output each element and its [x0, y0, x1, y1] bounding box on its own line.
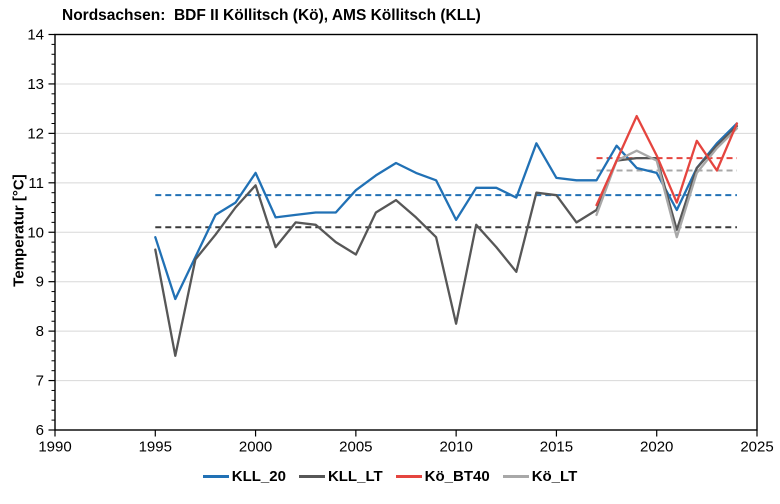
x-tick-label: 2005	[339, 439, 372, 456]
x-tick-label: 2020	[640, 439, 673, 456]
legend-item-koe-bt40[interactable]: Kö_BT40	[395, 468, 490, 485]
legend-swatch-kll-lt	[298, 475, 325, 478]
legend-item-koe-lt[interactable]: Kö_LT	[502, 468, 578, 485]
legend-label-koe-bt40: Kö_BT40	[424, 468, 490, 485]
legend: KLL_20 KLL_LT Kö_BT40 Kö_LT	[0, 468, 780, 485]
x-tick-label: 2000	[239, 439, 272, 456]
series-line-KLL_LT	[154, 124, 739, 357]
y-tick-label: 9	[36, 274, 44, 291]
legend-swatch-koe-lt	[502, 475, 529, 478]
legend-label-kll-20: KLL_20	[231, 468, 286, 485]
legend-swatch-koe-bt40	[395, 475, 422, 478]
y-tick-label: 11	[28, 175, 44, 192]
x-tick-label: 1990	[38, 439, 71, 456]
x-tick-label: 2025	[740, 439, 773, 456]
legend-item-kll-20[interactable]: KLL_20	[202, 468, 286, 485]
y-tick-label: 13	[27, 76, 44, 93]
x-tick-label: 1995	[139, 439, 172, 456]
y-tick-label: 8	[36, 323, 44, 340]
legend-swatch-kll-20	[202, 475, 229, 478]
y-tick-label: 6	[36, 422, 44, 439]
legend-label-koe-lt: Kö_LT	[531, 468, 578, 485]
chart-title: Nordsachsen: BDF II Köllitsch (Kö), AMS …	[62, 7, 481, 24]
y-tick-label: 12	[27, 125, 44, 142]
legend-label-kll-lt: KLL_LT	[327, 468, 383, 485]
series-line-KLL_20	[154, 122, 739, 301]
y-tick-label: 10	[27, 224, 44, 241]
y-tick-label: 14	[27, 27, 44, 44]
series-line-Kö_BT40	[595, 114, 739, 207]
legend-item-kll-lt[interactable]: KLL_LT	[298, 468, 383, 485]
y-tick-label: 7	[36, 373, 44, 390]
x-tick-label: 2010	[439, 439, 472, 456]
series-line-Kö_LT	[595, 127, 739, 239]
x-tick-label: 2015	[540, 439, 573, 456]
